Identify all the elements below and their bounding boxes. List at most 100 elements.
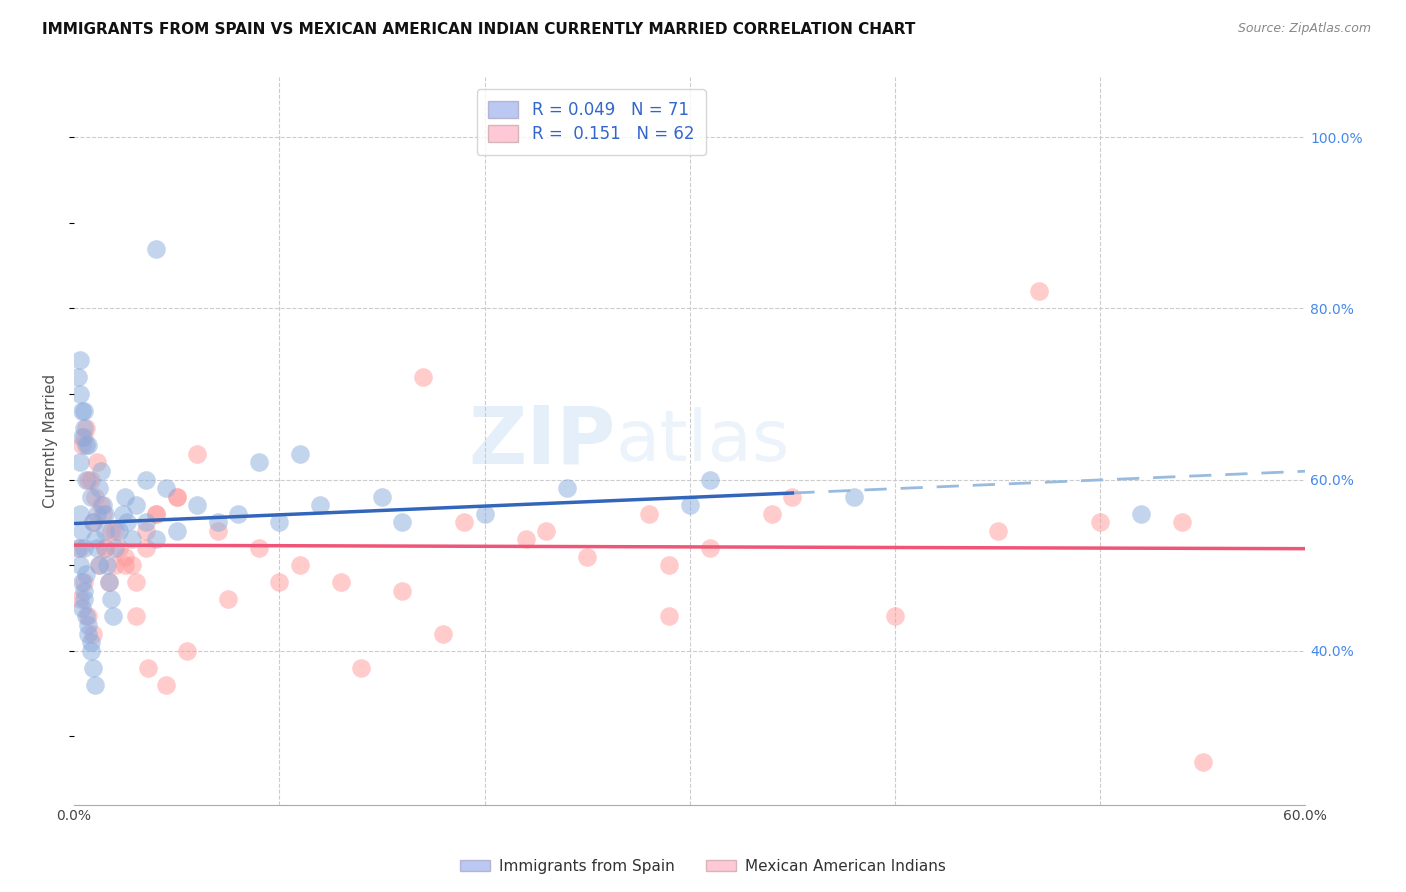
Point bbox=[90, 464, 112, 478]
Point bbox=[391, 516, 413, 530]
Point bbox=[104, 558, 127, 572]
Point bbox=[288, 558, 311, 572]
Point bbox=[207, 516, 229, 530]
Point bbox=[412, 369, 434, 384]
Point bbox=[247, 541, 270, 555]
Point bbox=[1130, 507, 1153, 521]
Point bbox=[75, 421, 97, 435]
Point bbox=[83, 678, 105, 692]
Point bbox=[73, 430, 96, 444]
Point bbox=[247, 455, 270, 469]
Point bbox=[67, 369, 90, 384]
Point bbox=[94, 541, 117, 555]
Point bbox=[124, 609, 146, 624]
Point bbox=[114, 490, 136, 504]
Point bbox=[104, 524, 127, 538]
Point bbox=[114, 558, 136, 572]
Point bbox=[87, 558, 110, 572]
Point bbox=[73, 592, 96, 607]
Point bbox=[94, 507, 117, 521]
Point bbox=[136, 661, 159, 675]
Point bbox=[145, 507, 167, 521]
Point bbox=[87, 481, 110, 495]
Point bbox=[145, 533, 167, 547]
Point bbox=[207, 524, 229, 538]
Point bbox=[186, 498, 208, 512]
Point bbox=[1088, 516, 1111, 530]
Point bbox=[637, 507, 659, 521]
Point bbox=[453, 516, 475, 530]
Point bbox=[121, 558, 143, 572]
Point bbox=[166, 524, 188, 538]
Point bbox=[145, 507, 167, 521]
Point bbox=[91, 498, 114, 512]
Point bbox=[114, 549, 136, 564]
Point bbox=[104, 541, 127, 555]
Point bbox=[155, 481, 177, 495]
Point bbox=[77, 473, 100, 487]
Point bbox=[73, 404, 96, 418]
Point bbox=[699, 541, 721, 555]
Point bbox=[82, 626, 104, 640]
Point bbox=[269, 516, 291, 530]
Point bbox=[77, 609, 100, 624]
Point bbox=[73, 421, 96, 435]
Point bbox=[391, 583, 413, 598]
Point bbox=[69, 352, 91, 367]
Point bbox=[176, 643, 198, 657]
Point bbox=[515, 533, 537, 547]
Point bbox=[94, 524, 117, 538]
Point bbox=[117, 516, 139, 530]
Point bbox=[79, 635, 101, 649]
Point bbox=[371, 490, 394, 504]
Point bbox=[166, 490, 188, 504]
Point bbox=[658, 609, 681, 624]
Point bbox=[77, 438, 100, 452]
Point bbox=[94, 541, 117, 555]
Point bbox=[69, 387, 91, 401]
Text: ZIP: ZIP bbox=[468, 402, 616, 480]
Point bbox=[1028, 285, 1050, 299]
Point bbox=[288, 447, 311, 461]
Point bbox=[72, 438, 94, 452]
Point bbox=[75, 438, 97, 452]
Legend: R = 0.049   N = 71, R =  0.151   N = 62: R = 0.049 N = 71, R = 0.151 N = 62 bbox=[477, 89, 706, 155]
Point bbox=[82, 516, 104, 530]
Point bbox=[72, 575, 94, 590]
Point bbox=[73, 575, 96, 590]
Point bbox=[79, 490, 101, 504]
Point bbox=[108, 541, 131, 555]
Point bbox=[699, 473, 721, 487]
Point bbox=[329, 575, 352, 590]
Point bbox=[72, 524, 94, 538]
Point bbox=[75, 609, 97, 624]
Point bbox=[82, 661, 104, 675]
Point bbox=[83, 490, 105, 504]
Point bbox=[761, 507, 783, 521]
Point bbox=[842, 490, 865, 504]
Point bbox=[884, 609, 907, 624]
Text: Source: ZipAtlas.com: Source: ZipAtlas.com bbox=[1237, 22, 1371, 36]
Point bbox=[69, 455, 91, 469]
Point bbox=[98, 575, 121, 590]
Point bbox=[75, 473, 97, 487]
Point bbox=[87, 558, 110, 572]
Point bbox=[1171, 516, 1194, 530]
Point bbox=[145, 242, 167, 256]
Point bbox=[90, 498, 112, 512]
Point bbox=[75, 566, 97, 581]
Point bbox=[86, 455, 108, 469]
Point bbox=[112, 507, 135, 521]
Text: IMMIGRANTS FROM SPAIN VS MEXICAN AMERICAN INDIAN CURRENTLY MARRIED CORRELATION C: IMMIGRANTS FROM SPAIN VS MEXICAN AMERICA… bbox=[42, 22, 915, 37]
Point bbox=[86, 507, 108, 521]
Point bbox=[135, 516, 157, 530]
Point bbox=[96, 558, 118, 572]
Point bbox=[186, 447, 208, 461]
Point bbox=[77, 618, 100, 632]
Point bbox=[124, 498, 146, 512]
Point bbox=[135, 541, 157, 555]
Point bbox=[576, 549, 599, 564]
Point bbox=[226, 507, 249, 521]
Point bbox=[77, 626, 100, 640]
Point bbox=[782, 490, 804, 504]
